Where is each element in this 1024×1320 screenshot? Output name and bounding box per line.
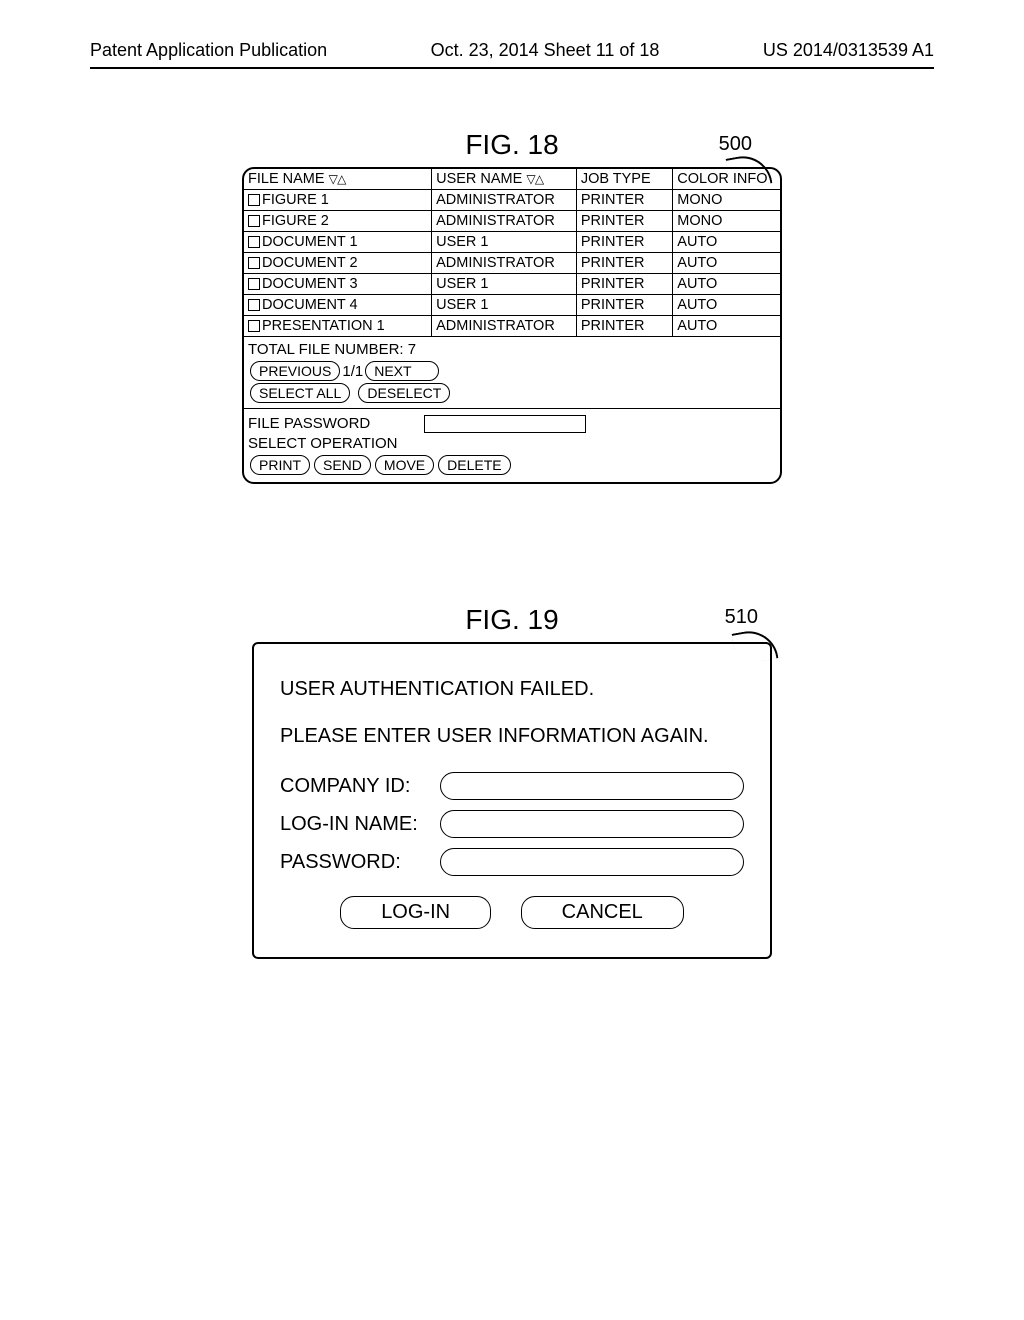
cell-user: USER 1 xyxy=(432,232,577,253)
table-row[interactable]: DOCUMENT 4 USER 1PRINTERAUTO xyxy=(244,295,780,316)
cell-file: FIGURE 1 xyxy=(262,192,329,208)
cell-color: AUTO xyxy=(673,232,780,253)
sort-arrows-icon: ▽ △ xyxy=(329,172,345,186)
login-name-input[interactable] xyxy=(440,810,744,838)
col-user-name-label: USER NAME xyxy=(436,171,522,187)
cell-job: PRINTER xyxy=(576,211,672,232)
previous-button[interactable]: PREVIOUS xyxy=(250,361,340,381)
cell-color: AUTO xyxy=(673,316,780,337)
print-button[interactable]: PRINT xyxy=(250,455,310,475)
cell-job: PRINTER xyxy=(576,232,672,253)
login-button[interactable]: LOG-IN xyxy=(340,896,491,929)
header-right: US 2014/0313539 A1 xyxy=(763,40,934,61)
col-job-type: JOB TYPE xyxy=(576,169,672,190)
fig18-ref: 500 xyxy=(719,133,752,156)
header-center: Oct. 23, 2014 Sheet 11 of 18 xyxy=(431,40,660,61)
fig18-wrap: 500 FILE NAME ▽ △ USER NAME ▽ △ JOB TYPE… xyxy=(242,167,782,484)
checkbox-icon[interactable] xyxy=(248,278,260,290)
cell-file: DOCUMENT 2 xyxy=(262,255,358,271)
cell-user: ADMINISTRATOR xyxy=(432,190,577,211)
cell-job: PRINTER xyxy=(576,253,672,274)
fig19-ref: 510 xyxy=(725,606,758,629)
cell-job: PRINTER xyxy=(576,274,672,295)
cell-color: AUTO xyxy=(673,253,780,274)
col-job-type-label: JOB TYPE xyxy=(581,171,651,187)
cell-job: PRINTER xyxy=(576,316,672,337)
cell-file: FIGURE 2 xyxy=(262,213,329,229)
cell-color: MONO xyxy=(673,211,780,232)
next-button[interactable]: NEXT xyxy=(365,361,438,381)
login-name-label: LOG-IN NAME: xyxy=(280,813,440,836)
table-row[interactable]: FIGURE 1 ADMINISTRATORPRINTERMONO xyxy=(244,190,780,211)
company-row: COMPANY ID: xyxy=(280,772,744,800)
col-file-name-label: FILE NAME xyxy=(248,171,325,187)
checkbox-icon[interactable] xyxy=(248,299,260,311)
cell-user: ADMINISTRATOR xyxy=(432,253,577,274)
table-row[interactable]: DOCUMENT 1 USER 1PRINTERAUTO xyxy=(244,232,780,253)
checkbox-icon[interactable] xyxy=(248,215,260,227)
deselect-button[interactable]: DESELECT xyxy=(358,383,450,403)
total-file-number: TOTAL FILE NUMBER: 7 xyxy=(248,339,776,360)
cell-user: USER 1 xyxy=(432,274,577,295)
password-input[interactable] xyxy=(440,848,744,876)
checkbox-icon[interactable] xyxy=(248,236,260,248)
table-header-row: FILE NAME ▽ △ USER NAME ▽ △ JOB TYPE COL… xyxy=(244,169,780,190)
patent-page: Patent Application Publication Oct. 23, … xyxy=(0,0,1024,1320)
file-password-label: FILE PASSWORD xyxy=(248,415,370,432)
delete-button[interactable]: DELETE xyxy=(438,455,510,475)
company-id-input[interactable] xyxy=(440,772,744,800)
cell-color: AUTO xyxy=(673,295,780,316)
checkbox-icon[interactable] xyxy=(248,320,260,332)
sort-arrows-icon: ▽ △ xyxy=(526,172,542,186)
auth-failed-message: USER AUTHENTICATION FAILED. xyxy=(280,678,744,701)
cell-user: USER 1 xyxy=(432,295,577,316)
cell-user: ADMINISTRATOR xyxy=(432,211,577,232)
button-row: LOG-IN CANCEL xyxy=(280,896,744,929)
move-button[interactable]: MOVE xyxy=(375,455,434,475)
cancel-button[interactable]: CANCEL xyxy=(521,896,684,929)
reenter-message: PLEASE ENTER USER INFORMATION AGAIN. xyxy=(280,725,744,748)
password-row: PASSWORD: xyxy=(280,848,744,876)
cell-color: AUTO xyxy=(673,274,780,295)
table-row[interactable]: FIGURE 2 ADMINISTRATORPRINTERMONO xyxy=(244,211,780,232)
table-row[interactable]: DOCUMENT 2 ADMINISTRATORPRINTERAUTO xyxy=(244,253,780,274)
cell-file: DOCUMENT 1 xyxy=(262,234,358,250)
page-header: Patent Application Publication Oct. 23, … xyxy=(90,40,934,69)
col-file-name[interactable]: FILE NAME ▽ △ xyxy=(244,169,432,190)
cell-file: DOCUMENT 4 xyxy=(262,297,358,313)
cell-file: PRESENTATION 1 xyxy=(262,318,385,334)
table-row[interactable]: DOCUMENT 3 USER 1PRINTERAUTO xyxy=(244,274,780,295)
select-all-button[interactable]: SELECT ALL xyxy=(250,383,350,403)
select-operation-label: SELECT OPERATION xyxy=(248,435,776,452)
table-footer: TOTAL FILE NUMBER: 7 PREVIOUS1/1NEXT SEL… xyxy=(244,337,780,409)
col-user-name[interactable]: USER NAME ▽ △ xyxy=(432,169,577,190)
cell-color: MONO xyxy=(673,190,780,211)
file-password-input[interactable] xyxy=(424,415,586,433)
file-table: FILE NAME ▽ △ USER NAME ▽ △ JOB TYPE COL… xyxy=(244,169,780,337)
page-indicator: 1/1 xyxy=(342,363,363,380)
send-button[interactable]: SEND xyxy=(314,455,371,475)
fig19-wrap: 510 USER AUTHENTICATION FAILED. PLEASE E… xyxy=(252,642,772,959)
fig18-title: FIG. 18 xyxy=(90,129,934,161)
password-label: PASSWORD: xyxy=(280,851,440,874)
company-id-label: COMPANY ID: xyxy=(280,775,440,798)
checkbox-icon[interactable] xyxy=(248,257,260,269)
checkbox-icon[interactable] xyxy=(248,194,260,206)
cell-file: DOCUMENT 3 xyxy=(262,276,358,292)
fig19-panel: USER AUTHENTICATION FAILED. PLEASE ENTER… xyxy=(252,642,772,959)
cell-job: PRINTER xyxy=(576,295,672,316)
fig19-title: FIG. 19 xyxy=(90,604,934,636)
login-row: LOG-IN NAME: xyxy=(280,810,744,838)
cell-user: ADMINISTRATOR xyxy=(432,316,577,337)
fig18-panel: FILE NAME ▽ △ USER NAME ▽ △ JOB TYPE COL… xyxy=(242,167,782,484)
table-row[interactable]: PRESENTATION 1 ADMINISTRATORPRINTERAUTO xyxy=(244,316,780,337)
header-left: Patent Application Publication xyxy=(90,40,327,61)
operations-block: FILE PASSWORD SELECT OPERATION PRINTSEND… xyxy=(244,409,780,482)
cell-job: PRINTER xyxy=(576,190,672,211)
